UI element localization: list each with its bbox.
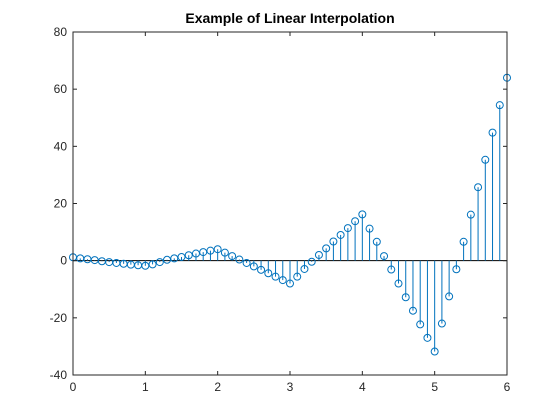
stem-marker [459,237,468,246]
stem-marker [336,230,345,239]
tick-label-layer: 0 1 2 3 4 5 6 -40 -20 0 20 40 60 80 [50,25,511,394]
stem-marker [220,248,229,257]
stem-marker [155,258,164,267]
x-tick-label: 5 [431,380,438,394]
stem-marker [387,265,396,274]
y-tick-label: 80 [54,25,68,39]
stem-marker [474,183,483,192]
stem-marker [358,210,367,219]
stem-marker [365,224,374,233]
stem-marker [307,257,316,266]
stem-marker [271,272,280,281]
stem-marker [416,320,425,329]
stem-marker [314,250,323,259]
stem-marker [177,252,186,261]
stem-marker [445,292,454,301]
x-tick-label: 2 [214,380,221,394]
stem-marker [242,258,251,267]
stem-marker [430,347,439,356]
chart-title: Example of Linear Interpolation [185,10,394,26]
x-tick-label: 3 [287,380,294,394]
stem-marker [372,237,381,246]
stem-marker [228,252,237,261]
stem-marker [235,255,244,264]
stem-marker [293,272,302,281]
axis-layer [72,31,508,376]
x-tick-label: 4 [359,380,366,394]
stem-marker [278,276,287,285]
marker-layer [69,73,511,356]
stem-marker [488,128,497,137]
stem-marker [466,210,475,219]
stem-marker [423,333,432,342]
stem-marker [213,245,222,254]
y-tick-label: -20 [50,311,68,325]
stem-marker [300,264,309,273]
stem-marker [481,155,490,164]
stem-marker [249,262,258,271]
stem-marker [257,265,266,274]
stem-marker [184,251,193,260]
stem-marker [394,279,403,288]
x-tick-label: 0 [70,380,77,394]
stem-marker [329,237,338,246]
y-tick-label: 40 [54,139,68,153]
y-tick-label: -40 [50,368,68,382]
y-tick-label: 20 [54,197,68,211]
stem-marker [343,224,352,233]
stem-marker [148,260,157,269]
stem-marker [380,252,389,261]
stem-marker [495,101,504,110]
stem-marker [351,217,360,226]
y-tick-label: 0 [60,254,67,268]
x-tick-label: 1 [142,380,149,394]
stem-marker [322,244,331,253]
stem-marker [264,269,273,278]
stem-marker [437,319,446,328]
stem-marker [452,265,461,274]
stem-marker [401,293,410,302]
stem-marker [286,279,294,288]
stem-marker [408,306,417,315]
y-tick-label: 60 [54,82,68,96]
x-tick-label: 6 [504,380,511,394]
